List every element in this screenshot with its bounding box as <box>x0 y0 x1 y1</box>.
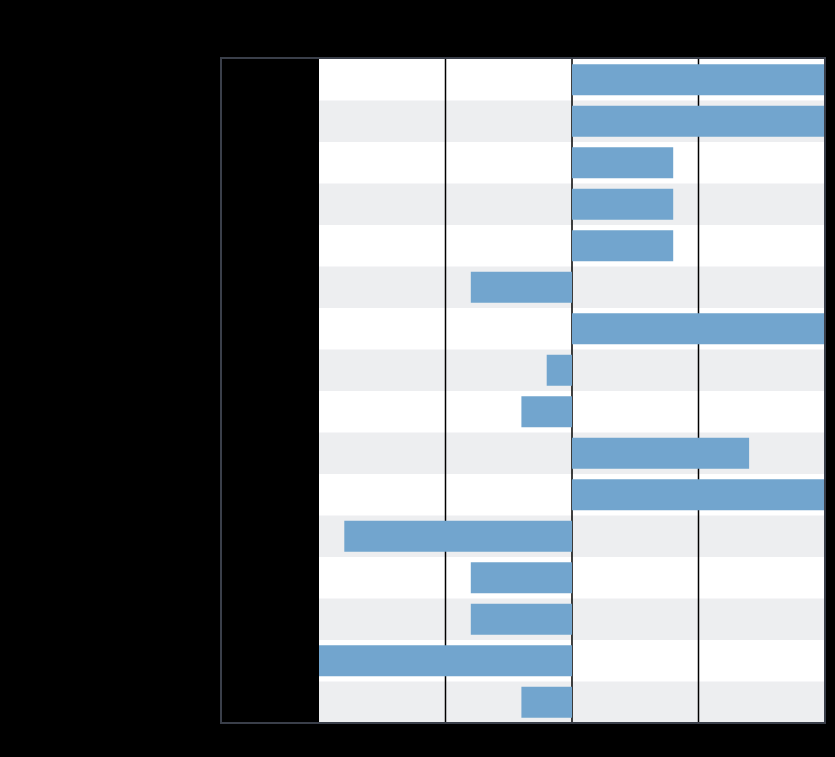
bar-1 <box>572 64 825 96</box>
bar-16 <box>521 686 572 718</box>
bar-11 <box>572 479 825 511</box>
bars <box>319 64 825 718</box>
bar-10 <box>572 437 750 469</box>
bar-9 <box>521 396 572 428</box>
bar-5 <box>572 230 674 262</box>
bar-4 <box>572 188 674 220</box>
plot-frame <box>220 57 826 724</box>
plot-border <box>220 57 826 724</box>
bar-8 <box>546 354 572 386</box>
bar-3 <box>572 147 674 179</box>
bar-15 <box>319 645 572 677</box>
bar-7 <box>572 313 825 345</box>
bar-14 <box>470 603 572 635</box>
bar-12 <box>344 520 572 552</box>
bar-2 <box>572 105 825 137</box>
bar-6 <box>470 271 572 303</box>
bar-13 <box>470 562 572 594</box>
